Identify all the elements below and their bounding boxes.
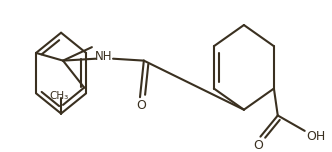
Text: O: O xyxy=(136,99,146,112)
Text: CH₃: CH₃ xyxy=(49,91,69,101)
Text: NH: NH xyxy=(95,50,112,63)
Text: O: O xyxy=(254,139,264,152)
Text: OH: OH xyxy=(307,130,326,143)
